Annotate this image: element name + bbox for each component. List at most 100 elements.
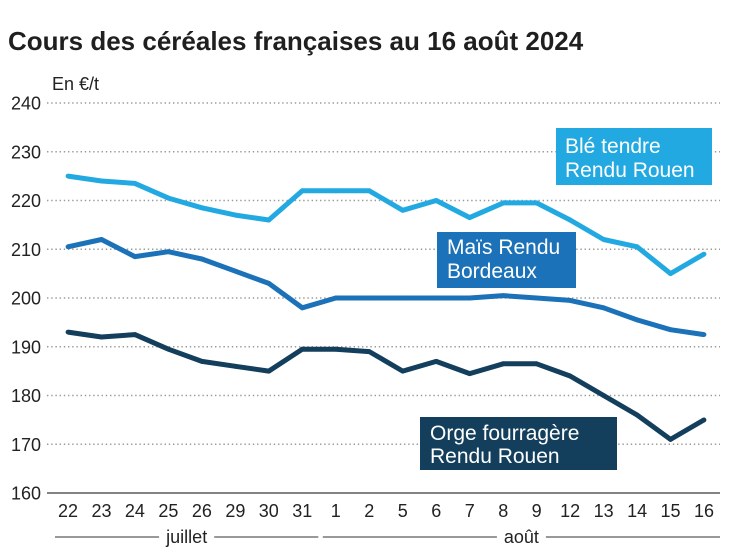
data-point-ble-tendre-rendu-rouen — [266, 217, 272, 223]
data-point-orge-fourragere-rendu-rouen — [233, 363, 238, 369]
annotation-box — [437, 232, 576, 288]
data-point-orge-fourragere-rendu-rouen — [500, 361, 506, 367]
y-tick-label: 230 — [11, 142, 41, 162]
series-ble-tendre-rendu-rouen — [65, 173, 707, 277]
data-point-orge-fourragere-rendu-rouen — [534, 361, 539, 367]
data-point-orge-fourragere-rendu-rouen — [266, 368, 272, 374]
data-point-ble-tendre-rendu-rouen — [166, 195, 171, 201]
data-point-orge-fourragere-rendu-rouen — [433, 359, 439, 364]
y-tick-label: 180 — [11, 386, 41, 406]
data-point-ble-tendre-rendu-rouen — [567, 217, 573, 223]
annotation-text-line: Maïs Rendu — [447, 236, 560, 259]
x-tick-label: 13 — [594, 501, 614, 521]
series-line-ble-tendre-rendu-rouen — [67, 173, 706, 277]
data-point-orge-fourragere-rendu-rouen — [166, 346, 171, 352]
data-point-orge-fourragere-rendu-rouen — [634, 412, 640, 418]
annotation-ble-tendre-rendu-rouen: Blé tendre Rendu Rouen — [556, 128, 712, 185]
data-point-mais-rendu-bordeaux — [601, 305, 606, 311]
data-point-mais-rendu-bordeaux — [701, 332, 707, 337]
data-point-ble-tendre-rendu-rouen — [534, 200, 539, 206]
annotation-text-line: Blé tendre — [565, 135, 661, 158]
series-line-mais-rendu-bordeaux — [67, 237, 705, 338]
data-point-orge-fourragere-rendu-rouen — [467, 371, 473, 376]
annotation-box — [420, 417, 617, 470]
y-tick-label: 190 — [11, 337, 41, 357]
data-point-ble-tendre-rendu-rouen — [132, 181, 138, 186]
data-point-orge-fourragere-rendu-rouen — [333, 346, 339, 352]
x-tick-label: 26 — [192, 501, 212, 521]
annotation-text-line: Rendu Rouen — [565, 159, 695, 182]
data-point-ble-tendre-rendu-rouen — [233, 212, 238, 218]
month-label: août — [504, 527, 539, 547]
data-point-mais-rendu-bordeaux — [467, 295, 473, 301]
annotation-orge-fourragere-rendu-rouen: Orge fourragère Rendu Rouen — [420, 417, 617, 470]
x-tick-label: 12 — [560, 501, 580, 521]
data-point-mais-rendu-bordeaux — [299, 305, 305, 311]
chart-title: Cours des céréales françaises au 16 août… — [8, 26, 584, 56]
x-tick-label: 30 — [259, 501, 279, 521]
x-tick-label: 22 — [58, 501, 78, 521]
data-point-orge-fourragere-rendu-rouen — [400, 368, 406, 374]
data-point-ble-tendre-rendu-rouen — [701, 251, 707, 257]
x-tick-label: 23 — [91, 501, 111, 521]
y-axis-unit-label: En €/t — [52, 74, 99, 94]
y-tick-label: 200 — [11, 289, 41, 309]
data-point-orge-fourragere-rendu-rouen — [199, 359, 205, 364]
x-tick-label: 15 — [660, 501, 680, 521]
data-point-orge-fourragere-rendu-rouen — [299, 346, 305, 352]
data-point-ble-tendre-rendu-rouen — [65, 173, 71, 179]
month-label: juillet — [165, 527, 207, 547]
x-tick-label: 8 — [498, 501, 508, 521]
x-tick-label: 14 — [627, 501, 647, 521]
series-lines — [65, 173, 707, 442]
series-mais-rendu-bordeaux — [65, 237, 707, 338]
annotation-mais-rendu-bordeaux: Maïs Rendu Bordeaux — [437, 232, 576, 288]
data-point-mais-rendu-bordeaux — [567, 298, 573, 303]
data-point-ble-tendre-rendu-rouen — [433, 198, 439, 203]
data-point-ble-tendre-rendu-rouen — [366, 188, 372, 194]
x-tick-label: 16 — [694, 501, 714, 521]
x-tick-label: 6 — [431, 501, 441, 521]
x-tick-label: 1 — [331, 501, 341, 521]
data-point-ble-tendre-rendu-rouen — [601, 237, 606, 242]
data-point-mais-rendu-bordeaux — [132, 254, 138, 259]
y-tick-label: 170 — [11, 435, 41, 455]
data-point-mais-rendu-bordeaux — [366, 295, 372, 301]
x-tick-label: 29 — [225, 501, 245, 521]
series-annotations: Blé tendre Rendu Rouen Maïs Rendu Bordea… — [420, 128, 712, 470]
data-point-orge-fourragere-rendu-rouen — [99, 334, 104, 340]
annotation-text-line: Rendu Rouen — [430, 445, 560, 468]
y-tick-label: 240 — [11, 94, 41, 114]
data-point-ble-tendre-rendu-rouen — [467, 215, 473, 221]
data-point-mais-rendu-bordeaux — [266, 281, 272, 286]
data-point-mais-rendu-bordeaux — [333, 295, 339, 301]
data-point-mais-rendu-bordeaux — [500, 293, 506, 298]
y-tick-label: 220 — [11, 191, 41, 211]
x-tick-label: 5 — [398, 501, 408, 521]
annotation-text-line: Bordeaux — [447, 260, 537, 283]
data-point-mais-rendu-bordeaux — [634, 317, 640, 323]
data-point-ble-tendre-rendu-rouen — [500, 200, 506, 206]
x-tick-label: 25 — [158, 501, 178, 521]
data-point-ble-tendre-rendu-rouen — [668, 271, 673, 276]
y-tick-label: 160 — [11, 484, 41, 504]
data-point-mais-rendu-bordeaux — [534, 295, 539, 301]
data-point-mais-rendu-bordeaux — [65, 244, 71, 250]
x-tick-label: 9 — [532, 501, 542, 521]
data-point-ble-tendre-rendu-rouen — [299, 188, 305, 194]
series-line-orge-fourragere-rendu-rouen — [67, 329, 706, 442]
x-tick-label: 24 — [125, 501, 145, 521]
data-point-orge-fourragere-rendu-rouen — [601, 393, 606, 398]
data-point-mais-rendu-bordeaux — [668, 327, 673, 333]
data-point-orge-fourragere-rendu-rouen — [132, 332, 138, 337]
x-tick-label: 7 — [465, 501, 475, 521]
x-tick-label: 2 — [364, 501, 374, 521]
data-point-mais-rendu-bordeaux — [99, 237, 104, 242]
data-point-mais-rendu-bordeaux — [233, 268, 238, 274]
data-point-ble-tendre-rendu-rouen — [99, 178, 104, 184]
data-point-orge-fourragere-rendu-rouen — [567, 373, 573, 379]
data-point-ble-tendre-rendu-rouen — [634, 244, 640, 250]
x-tick-label: 31 — [292, 501, 312, 521]
series-orge-fourragere-rendu-rouen — [65, 329, 707, 442]
data-point-ble-tendre-rendu-rouen — [333, 188, 339, 194]
